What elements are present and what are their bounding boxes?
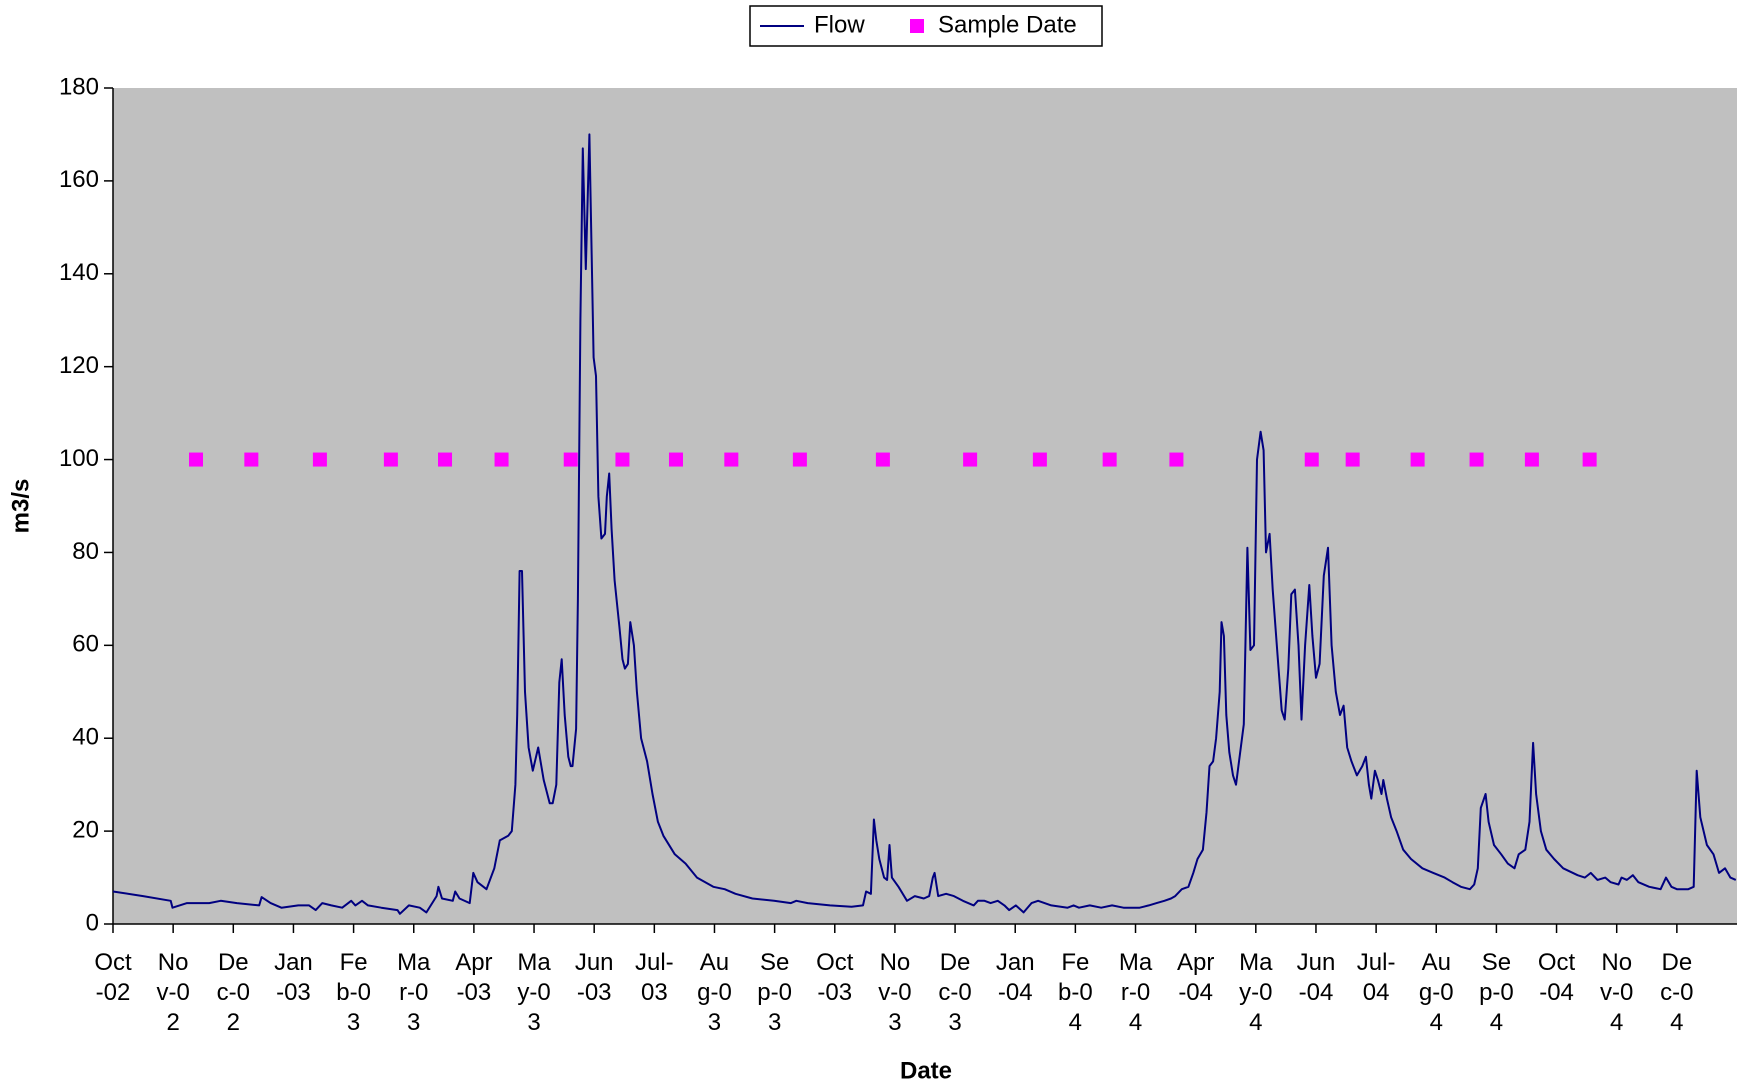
x-tick-label-box: Jun-04 xyxy=(1296,949,1336,1006)
x-tick-label-box: Jul-04 xyxy=(1356,949,1396,1006)
x-tick-label: Nov-03 xyxy=(878,949,912,1036)
x-tick-label-box: Sep-03 xyxy=(757,949,792,1036)
x-tick-label-box: Jan-04 xyxy=(995,949,1035,1006)
x-tick-label-box: May-03 xyxy=(517,949,551,1036)
x-tick-label: Jul-04 xyxy=(1356,949,1396,1006)
x-tick-label-box: Mar-03 xyxy=(397,949,431,1036)
x-tick-label-box: Nov-04 xyxy=(1600,949,1634,1036)
sample-marker xyxy=(1102,452,1117,467)
x-tick-label: Sep-03 xyxy=(757,949,792,1036)
x-tick-label: May-04 xyxy=(1239,949,1273,1036)
x-tick-label: Jun-04 xyxy=(1296,949,1336,1006)
x-tick-label: Oct-04 xyxy=(1537,949,1576,1006)
x-tick-label: May-03 xyxy=(517,949,551,1036)
x-tick-label-box: Mar-04 xyxy=(1118,949,1153,1036)
y-tick-label: 80 xyxy=(72,538,99,565)
sample-marker xyxy=(312,452,327,467)
x-tick-label-box: Nov-03 xyxy=(878,949,912,1036)
x-tick-label-box: Dec-03 xyxy=(938,949,972,1036)
x-axis-title: Date xyxy=(900,1057,952,1084)
sample-marker xyxy=(1469,452,1484,467)
x-tick-label: Aug-04 xyxy=(1418,949,1454,1036)
x-tick-label-box: Aug-04 xyxy=(1418,949,1454,1036)
y-tick-label: 180 xyxy=(59,73,99,100)
sample-marker xyxy=(1410,452,1425,467)
sample-marker xyxy=(963,452,978,467)
y-tick-label: 20 xyxy=(72,816,99,843)
x-tick-label-box: Oct-02 xyxy=(94,949,132,1006)
y-tick-label: 160 xyxy=(59,166,99,193)
sample-marker xyxy=(494,452,509,467)
x-tick-label: Mar-04 xyxy=(1118,949,1153,1036)
sample-marker xyxy=(383,452,398,467)
x-tick-label: Mar-03 xyxy=(397,949,431,1036)
sample-marker xyxy=(724,452,739,467)
y-tick-label: 40 xyxy=(72,724,99,751)
x-tick-label-box: Dec-04 xyxy=(1660,949,1694,1036)
plot-area xyxy=(113,88,1737,924)
sample-marker xyxy=(668,452,683,467)
x-tick-label-box: Feb-04 xyxy=(1058,949,1093,1036)
x-tick-label: Apr-03 xyxy=(455,949,493,1006)
legend-label: Sample Date xyxy=(938,11,1077,38)
sample-marker xyxy=(244,452,259,467)
x-tick-label-box: Dec-02 xyxy=(216,949,250,1036)
sample-marker xyxy=(563,452,578,467)
y-tick-label: 100 xyxy=(59,445,99,472)
x-tick-label: Dec-02 xyxy=(216,949,250,1036)
legend-label: Flow xyxy=(814,11,865,38)
sample-marker xyxy=(1345,452,1360,467)
x-tick-label-box: Oct-03 xyxy=(816,949,854,1006)
flow-line xyxy=(112,133,1737,915)
x-tick-label-box: Sep-04 xyxy=(1479,949,1514,1036)
x-tick-label: Nov-02 xyxy=(156,949,190,1036)
y-tick-label: 60 xyxy=(72,631,99,658)
x-tick-label: Dec-04 xyxy=(1660,949,1694,1036)
legend-box xyxy=(749,5,1103,47)
x-tick-label: Feb-03 xyxy=(336,949,371,1036)
x-tick-label: Feb-04 xyxy=(1058,949,1093,1036)
sample-marker xyxy=(1032,452,1047,467)
x-tick-label: Jul-03 xyxy=(634,949,674,1006)
x-tick-label: Oct-03 xyxy=(816,949,854,1006)
x-tick-label: Oct-02 xyxy=(94,949,132,1006)
sample-marker xyxy=(792,452,807,467)
x-tick-label-box: Oct-04 xyxy=(1537,949,1576,1006)
sample-marker xyxy=(875,452,890,467)
x-tick-label: Jan-03 xyxy=(274,949,313,1006)
legend-swatch xyxy=(910,19,924,33)
x-tick-label-box: Aug-03 xyxy=(697,949,732,1036)
x-tick-label-box: Jan-03 xyxy=(274,949,313,1006)
x-tick-label-box: May-04 xyxy=(1239,949,1273,1036)
y-tick-label: 120 xyxy=(59,352,99,379)
x-tick-label: Dec-03 xyxy=(938,949,972,1036)
sample-marker xyxy=(615,452,630,467)
sample-marker xyxy=(1524,452,1539,467)
y-axis-title: m3/s xyxy=(7,479,34,534)
x-tick-label: Nov-04 xyxy=(1600,949,1634,1036)
x-tick-label-box: Jul-03 xyxy=(634,949,674,1006)
x-tick-label: Sep-04 xyxy=(1479,949,1514,1036)
x-tick-label: Apr-04 xyxy=(1176,949,1215,1006)
y-tick-label: 140 xyxy=(59,259,99,286)
x-tick-label-box: Jun-03 xyxy=(574,949,614,1006)
x-tick-label-box: Nov-02 xyxy=(156,949,190,1036)
x-tick-label-box: Apr-04 xyxy=(1176,949,1215,1006)
sample-marker xyxy=(438,452,453,467)
sample-marker xyxy=(1582,452,1597,467)
x-tick-label: Jun-03 xyxy=(574,949,614,1006)
sample-marker xyxy=(1304,452,1319,467)
y-tick-label: 0 xyxy=(86,909,99,936)
sample-marker xyxy=(189,452,204,467)
x-tick-label-box: Feb-03 xyxy=(336,949,371,1036)
x-tick-label-box: Apr-03 xyxy=(455,949,493,1006)
x-tick-label: Aug-03 xyxy=(697,949,732,1036)
sample-marker xyxy=(1169,452,1184,467)
x-tick-label: Jan-04 xyxy=(995,949,1035,1006)
